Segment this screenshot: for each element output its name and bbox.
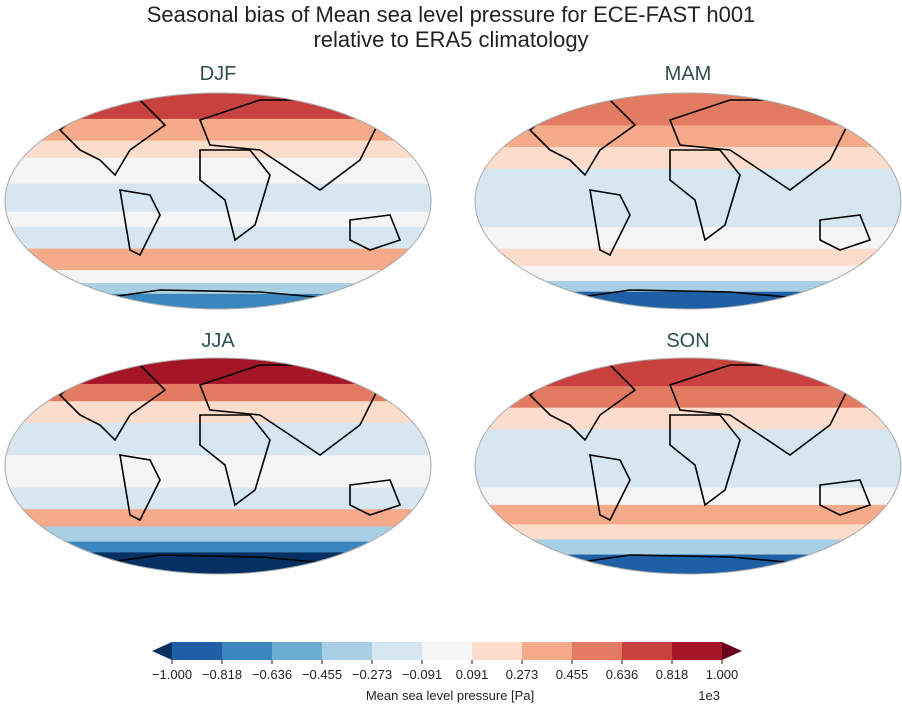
map-son bbox=[475, 358, 901, 574]
coastline bbox=[199, 414, 271, 507]
colorbar-tick-label: 0.636 bbox=[606, 667, 639, 682]
colorbar-tick-label: 0.818 bbox=[656, 667, 689, 682]
colorbar: −1.000 −0.818 −0.636 −0.455 −0.273 −0.091 0.09… bbox=[152, 642, 742, 682]
colorbar-extend-low bbox=[152, 642, 172, 660]
coastline bbox=[589, 189, 631, 257]
bias-band bbox=[475, 539, 901, 556]
colorbar-segment bbox=[422, 642, 473, 660]
bias-band bbox=[475, 125, 901, 148]
colorbar-tick-label: −0.818 bbox=[202, 667, 242, 682]
map-border bbox=[474, 357, 902, 575]
bias-band bbox=[475, 226, 901, 250]
map-border bbox=[4, 92, 432, 310]
colorbar-segment bbox=[172, 642, 223, 660]
colorbar-segment bbox=[272, 642, 323, 660]
bias-band bbox=[475, 291, 901, 309]
bias-band bbox=[475, 524, 901, 540]
colorbar-segment bbox=[622, 642, 673, 660]
colorbar-tick-label: −0.455 bbox=[302, 667, 342, 682]
coastline bbox=[119, 454, 161, 522]
colorbar-tick-label: 1.000 bbox=[706, 667, 739, 682]
bias-band bbox=[5, 422, 431, 456]
coastline bbox=[819, 214, 872, 251]
bias-band bbox=[5, 358, 431, 385]
colorbar-tick-label: −1.000 bbox=[152, 667, 192, 682]
colorbar-segment bbox=[672, 642, 723, 660]
bias-band bbox=[475, 358, 901, 387]
coastline bbox=[349, 479, 402, 516]
bias-band bbox=[475, 504, 901, 525]
bias-band bbox=[5, 157, 431, 185]
colorbar-segment bbox=[322, 642, 373, 660]
colorbar-segment bbox=[572, 642, 623, 660]
figure-title: Seasonal bias of Mean sea level pressure… bbox=[0, 2, 902, 52]
colorbar-extend-high bbox=[722, 642, 742, 660]
bias-band bbox=[475, 201, 901, 228]
panel-title-mam: MAM bbox=[665, 63, 712, 85]
title-line-2: relative to ERA5 climatology bbox=[313, 27, 589, 52]
bias-band bbox=[5, 211, 431, 228]
bias-band bbox=[5, 118, 431, 142]
bias-band bbox=[475, 93, 901, 126]
bias-band bbox=[5, 270, 431, 284]
title-line-1: Seasonal bias of Mean sea level pressure… bbox=[146, 2, 756, 27]
bias-band bbox=[475, 554, 901, 574]
bias-band bbox=[5, 509, 431, 527]
colorbar-segment bbox=[372, 642, 423, 660]
coastline bbox=[589, 454, 631, 522]
colorbar-tick-label: 0.273 bbox=[506, 667, 539, 682]
bias-band bbox=[5, 183, 431, 213]
coastline bbox=[349, 214, 402, 251]
bias-band bbox=[475, 265, 901, 282]
map-border bbox=[474, 92, 902, 310]
bias-band bbox=[475, 168, 901, 202]
bias-band bbox=[475, 407, 901, 430]
coastline bbox=[819, 479, 872, 516]
colorbar-label: Mean sea level pressure [Pa] bbox=[366, 688, 534, 703]
bias-band bbox=[475, 487, 901, 506]
colorbar-tick-label: −0.636 bbox=[252, 667, 292, 682]
coastline bbox=[669, 414, 741, 507]
colorbar-tick-label: 0.455 bbox=[556, 667, 589, 682]
colorbar-segment bbox=[522, 642, 573, 660]
colorbar-tick-label: −0.273 bbox=[352, 667, 392, 682]
bias-band bbox=[475, 386, 901, 409]
bias-band bbox=[475, 248, 901, 267]
colorbar-tick-label: 0.091 bbox=[456, 667, 489, 682]
bias-band bbox=[5, 526, 431, 543]
map-mam bbox=[475, 93, 901, 309]
map-border bbox=[4, 357, 432, 575]
bias-band bbox=[475, 461, 901, 489]
bias-band bbox=[5, 455, 431, 489]
bias-band bbox=[5, 293, 431, 309]
panel-title-djf: DJF bbox=[200, 63, 237, 85]
colorbar-multiplier: 1e3 bbox=[698, 688, 720, 703]
bias-band bbox=[5, 226, 431, 250]
map-jja bbox=[5, 358, 431, 574]
panel-title-son: SON bbox=[666, 330, 709, 352]
bias-band bbox=[5, 487, 431, 510]
bias-band bbox=[5, 383, 431, 402]
bias-band bbox=[5, 283, 431, 295]
bias-band bbox=[475, 280, 901, 293]
bias-band bbox=[475, 147, 901, 170]
bias-band bbox=[5, 401, 431, 424]
colorbar-tick-label: −0.091 bbox=[402, 667, 442, 682]
map-djf bbox=[5, 93, 431, 309]
bias-band bbox=[5, 248, 431, 271]
colorbar-segment bbox=[472, 642, 523, 660]
colorbar-segment bbox=[222, 642, 273, 660]
bias-band bbox=[5, 541, 431, 553]
panel-title-jja: JJA bbox=[201, 330, 235, 352]
coastline bbox=[119, 189, 161, 257]
coastline bbox=[669, 149, 741, 242]
bias-band bbox=[5, 93, 431, 120]
bias-band bbox=[475, 429, 901, 463]
coastline bbox=[199, 149, 271, 242]
